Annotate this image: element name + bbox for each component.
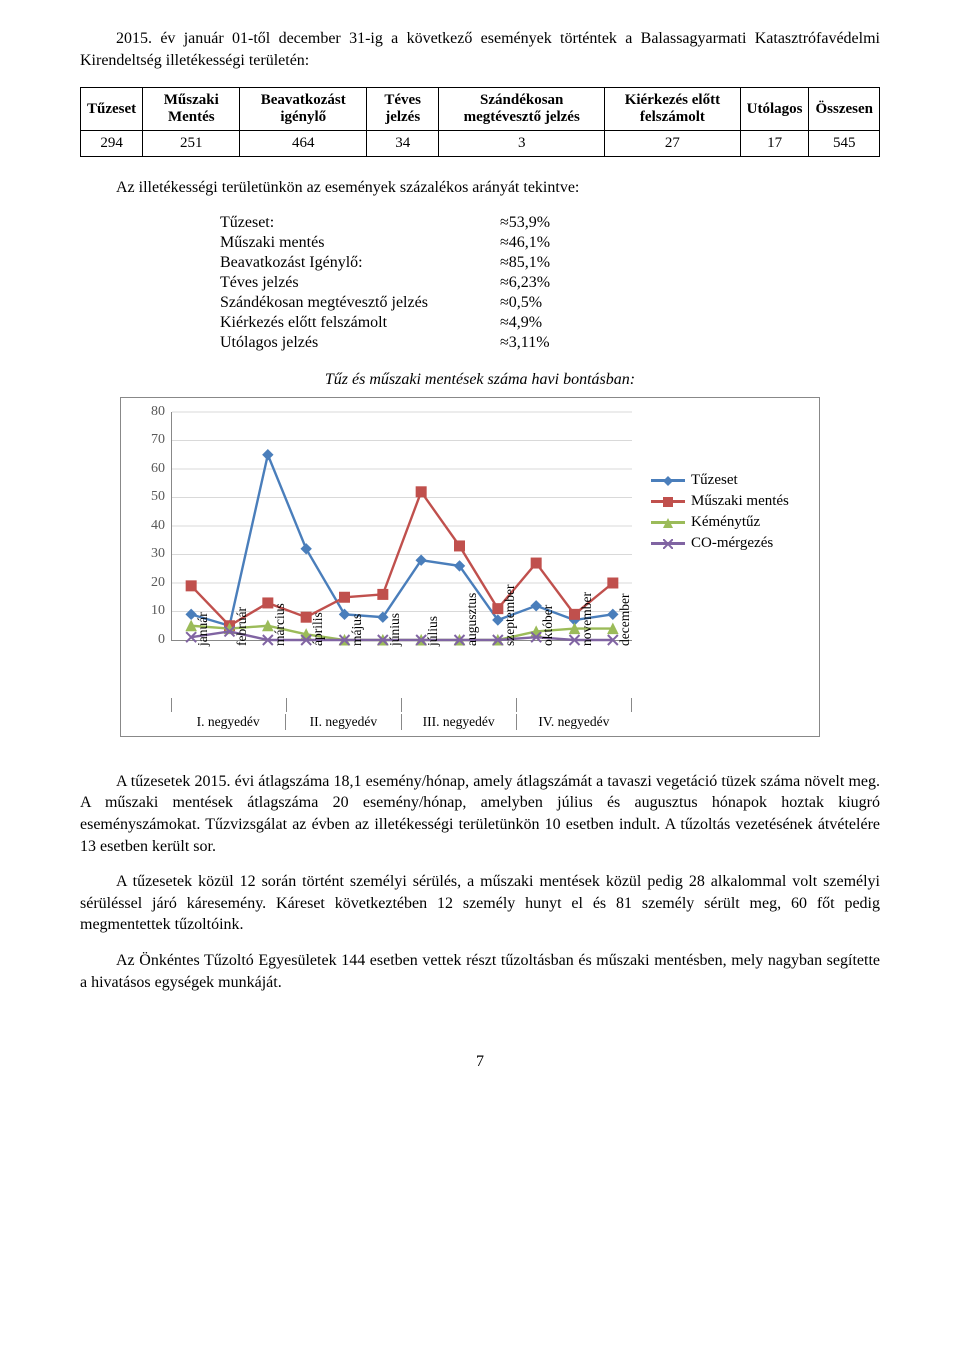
pct-key: Műszaki mentés [220,233,500,253]
after-table-text: Az illetékességi területünkön az esemény… [80,177,880,199]
page-number: 7 [80,1053,880,1071]
th: Téves jelzés [367,88,439,131]
y-axis-label: 30 [131,546,165,562]
x-axis-label: december [617,593,633,645]
pct-key: Tűzeset: [220,213,500,233]
th: Tűzeset [81,88,143,131]
pct-val: ≈0,5% [500,293,600,313]
quarter-ticks [171,698,631,712]
th: Műszaki Mentés [143,88,240,131]
pct-row: Kiérkezés előtt felszámolt≈4,9% [220,313,600,333]
legend-label: Kéménytűz [691,514,760,531]
legend-swatch-icon [651,536,685,550]
y-axis-label: 40 [131,518,165,534]
td: 251 [143,131,240,157]
quarter-label: III. negyedév [401,714,516,730]
pct-key: Beavatkozást Igénylő: [220,253,500,273]
pct-key: Kiérkezés előtt felszámolt [220,313,500,333]
th: Kiérkezés előtt felszámolt [605,88,740,131]
intro-paragraph: 2015. év január 01-től december 31-ig a … [80,28,880,71]
quarter-label: IV. negyedév [516,714,631,730]
legend-item: Kéménytűz [651,514,789,531]
legend-swatch-icon [651,494,685,508]
legend-item: Műszaki mentés [651,493,789,510]
paragraph-3: Az Önkéntes Tűzoltó Egyesületek 144 eset… [80,950,880,993]
stats-table: Tűzeset Műszaki Mentés Beavatkozást igén… [80,87,880,157]
x-axis-label: június [387,613,403,646]
pct-row: Tűzeset:≈53,9% [220,213,600,233]
pct-val: ≈46,1% [500,233,600,253]
pct-row: Szándékosan megtévesztő jelzés≈0,5% [220,293,600,313]
table-row: 294 251 464 34 3 27 17 545 [81,131,880,157]
pct-row: Utólagos jelzés≈3,11% [220,333,600,353]
table-header-row: Tűzeset Műszaki Mentés Beavatkozást igén… [81,88,880,131]
x-axis-label: március [272,603,288,646]
x-axis-label: május [349,614,365,646]
page: 2015. év január 01-től december 31-ig a … [0,0,960,1111]
chart-legend: Tűzeset Műszaki mentés Kéménytűz CO-mérgezé… [651,468,789,556]
x-axis-label: november [579,592,595,646]
y-axis-label: 60 [131,461,165,477]
td: 34 [367,131,439,157]
y-axis-label: 80 [131,404,165,420]
pct-val: ≈53,9% [500,213,600,233]
x-axis-label: szeptember [502,584,518,645]
y-axis-label: 50 [131,489,165,505]
legend-item: CO-mérgezés [651,535,789,552]
pct-val: ≈85,1% [500,253,600,273]
x-axis-label: október [540,605,556,646]
td: 17 [740,131,809,157]
pct-row: Műszaki mentés≈46,1% [220,233,600,253]
legend-item: Tűzeset [651,472,789,489]
legend-swatch-icon [651,473,685,487]
th: Összesen [809,88,880,131]
chart-title: Tűz és műszaki mentések száma havi bontá… [80,371,880,389]
legend-label: Tűzeset [691,472,738,489]
th: Utólagos [740,88,809,131]
paragraph-1: A tűzesetek 2015. évi átlagszáma 18,1 es… [80,771,880,857]
x-axis-label: augusztus [464,593,480,646]
th: Beavatkozást igénylő [240,88,367,131]
td: 464 [240,131,367,157]
legend-swatch-icon [651,515,685,529]
x-axis-label: július [425,616,441,646]
quarter-label: I. negyedév [171,714,285,730]
td: 294 [81,131,143,157]
y-axis-label: 20 [131,575,165,591]
paragraph-2: A tűzesetek közül 12 során történt szemé… [80,871,880,936]
pct-row: Beavatkozást Igénylő:≈85,1% [220,253,600,273]
x-axis-label: április [310,612,326,646]
td: 3 [439,131,605,157]
percentage-table: Tűzeset:≈53,9%Műszaki mentés≈46,1%Beavat… [220,213,600,353]
pct-val: ≈4,9% [500,313,600,333]
td: 545 [809,131,880,157]
th: Szándékosan megtévesztő jelzés [439,88,605,131]
pct-key: Téves jelzés [220,273,500,293]
line-chart: Tűzeset Műszaki mentés Kéménytűz CO-mérgezé… [120,397,820,737]
legend-label: CO-mérgezés [691,535,773,552]
y-axis-label: 70 [131,432,165,448]
pct-val: ≈6,23% [500,273,600,293]
y-axis-label: 0 [131,632,165,648]
y-axis-label: 10 [131,603,165,619]
pct-key: Szándékosan megtévesztő jelzés [220,293,500,313]
legend-label: Műszaki mentés [691,493,789,510]
pct-val: ≈3,11% [500,333,600,353]
quarter-labels: I. negyedévII. negyedévIII. negyedévIV. … [171,714,631,730]
pct-row: Téves jelzés≈6,23% [220,273,600,293]
x-axis-label: január [195,612,211,646]
quarter-label: II. negyedév [285,714,400,730]
x-axis-label: február [234,607,250,646]
td: 27 [605,131,740,157]
pct-key: Utólagos jelzés [220,333,500,353]
